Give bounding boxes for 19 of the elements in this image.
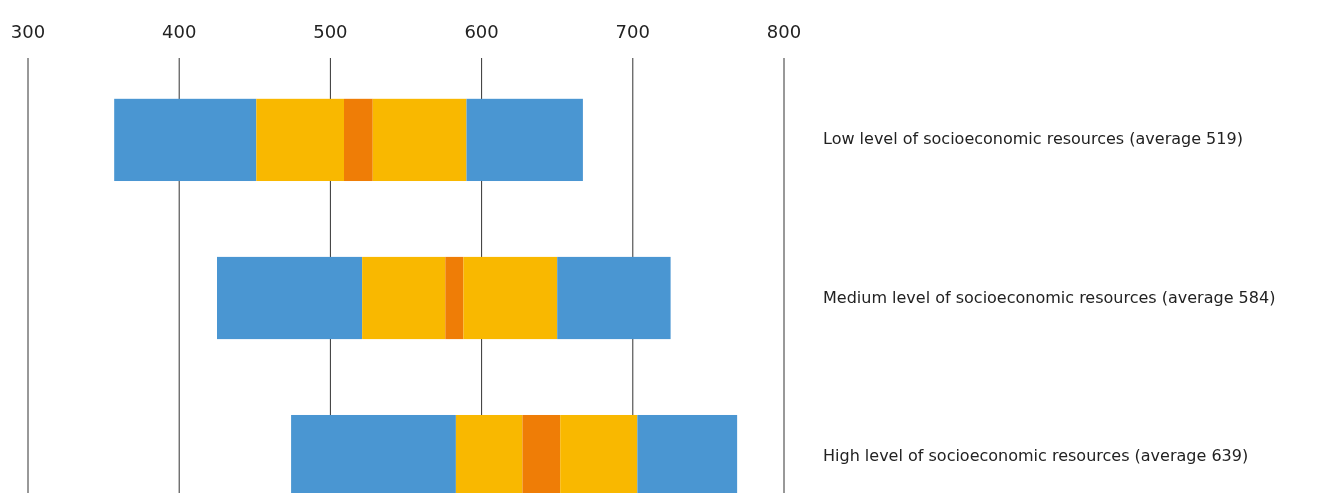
bar <box>445 256 464 340</box>
x-tick-label: 300 <box>10 21 46 42</box>
y-tick-label: High level of socioeconomic resources (average 639) <box>823 445 1249 465</box>
bar <box>463 256 558 340</box>
x-tick-label: 600 <box>464 21 499 42</box>
bar <box>362 256 446 340</box>
x-tick-label: 400 <box>162 21 197 42</box>
x-tick-label: 800 <box>766 21 802 42</box>
x-tick-label: 500 <box>313 21 348 42</box>
bar <box>256 98 345 182</box>
bar <box>114 98 257 182</box>
y-tick-label: Medium level of socioeconomic resources (average 584) <box>823 287 1276 307</box>
bar <box>344 98 373 182</box>
y-tick-label: Low level of socioeconomic resources (average 519) <box>823 129 1243 149</box>
bar <box>557 256 671 340</box>
bar <box>466 98 583 182</box>
x-tick-label: 700 <box>615 21 650 42</box>
bar <box>372 98 467 182</box>
bar <box>217 256 363 340</box>
